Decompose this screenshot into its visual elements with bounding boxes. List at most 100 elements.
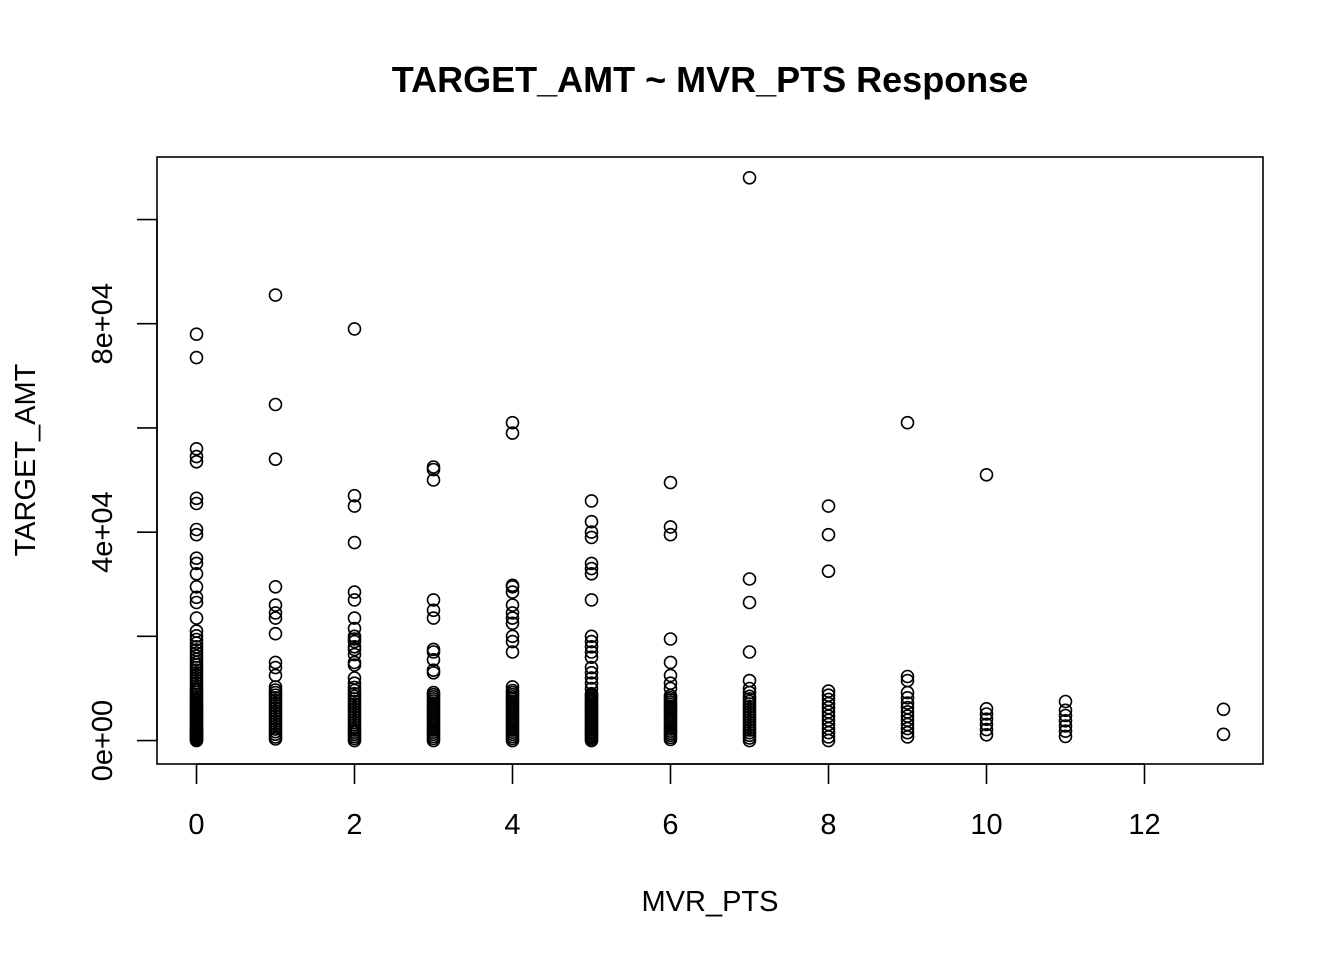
- data-point: [979, 467, 994, 482]
- data-point: [189, 522, 204, 537]
- data-point: [347, 629, 362, 644]
- data-point: [189, 454, 204, 469]
- data-point: [268, 655, 283, 670]
- plot-frame: [156, 156, 1264, 765]
- data-point: [426, 652, 441, 667]
- x-axis: 0 2 4 6 8 10 12: [188, 763, 1161, 841]
- data-point: [505, 680, 520, 694]
- data-point: [189, 639, 204, 654]
- x-tick-label: 0: [188, 809, 204, 841]
- data-point: [505, 634, 520, 649]
- x-tick-label: 8: [820, 809, 836, 841]
- data-point: [900, 700, 915, 715]
- data-point: [347, 676, 362, 691]
- data-point: [268, 611, 283, 625]
- data-point: [189, 496, 204, 511]
- data-point: [347, 671, 362, 685]
- data-point: [742, 681, 757, 696]
- data-point: [268, 626, 283, 641]
- data-point: [1058, 703, 1073, 718]
- data-point: [505, 683, 520, 698]
- data-point: [821, 499, 836, 513]
- data-point: [189, 441, 204, 456]
- data-point: [426, 473, 441, 487]
- data-point: [742, 689, 757, 704]
- data-point: [426, 685, 441, 700]
- data-point: [189, 579, 204, 594]
- data-point: [347, 322, 362, 336]
- data-point: [821, 564, 836, 579]
- data-point: [584, 671, 599, 685]
- data-point: [268, 598, 283, 612]
- data-point: [347, 488, 362, 503]
- chart-title: TARGET_AMT ~ MVR_PTS Response: [392, 59, 1028, 100]
- data-point: [347, 499, 362, 513]
- data-point: [505, 585, 520, 599]
- data-point: [584, 556, 599, 571]
- data-point: [821, 684, 836, 698]
- data-point: [584, 665, 599, 680]
- x-tick-label: 2: [346, 809, 362, 841]
- data-point: [663, 676, 678, 691]
- data-point: [189, 556, 204, 571]
- data-point: [189, 566, 204, 581]
- data-point: [663, 475, 678, 490]
- data-point: [821, 692, 836, 707]
- data-point: [347, 680, 362, 695]
- data-point: [663, 655, 678, 670]
- data-point: [426, 642, 441, 657]
- data-point: [505, 415, 520, 430]
- data-point: [347, 593, 362, 607]
- data-point: [505, 598, 520, 612]
- data-point: [189, 350, 204, 365]
- y-tick-label: 8e+04: [87, 283, 119, 364]
- data-point: [189, 327, 204, 342]
- data-point: [584, 494, 599, 508]
- x-tick-label: 6: [662, 809, 678, 841]
- data-point: [584, 514, 599, 529]
- data-point: [347, 655, 362, 670]
- data-point: [742, 595, 757, 610]
- data-point: [347, 585, 362, 599]
- data-point: [1058, 719, 1073, 733]
- data-point: [979, 707, 994, 721]
- data-point: [584, 686, 599, 701]
- data-point: [584, 676, 599, 691]
- data-point: [189, 632, 204, 647]
- y-axis: 0e+00 4e+04 8e+04: [87, 218, 158, 781]
- data-point: [584, 681, 599, 696]
- data-point: [584, 639, 599, 654]
- x-tick-label: 10: [970, 809, 1002, 841]
- data-point: [742, 572, 757, 586]
- data-point: [584, 561, 599, 576]
- data-point: [189, 611, 204, 625]
- data-point: [900, 690, 915, 705]
- y-tick-label: 4e+04: [87, 491, 119, 572]
- data-point: [1216, 727, 1231, 742]
- data-point: [189, 628, 204, 643]
- data-point: [268, 668, 283, 683]
- data-point: [347, 686, 362, 701]
- data-point: [584, 660, 599, 675]
- data-point: [900, 669, 915, 684]
- data-point: [742, 673, 757, 688]
- data-point: [347, 535, 362, 550]
- data-point: [742, 171, 757, 185]
- data-point: [584, 566, 599, 581]
- data-point: [426, 603, 441, 618]
- data-point: [1058, 708, 1073, 723]
- data-point: [347, 647, 362, 662]
- data-point: [821, 688, 836, 703]
- data-point: [505, 578, 520, 593]
- data-point: [347, 611, 362, 625]
- data-point: [1058, 713, 1073, 728]
- data-point: [268, 660, 283, 675]
- data-point: [821, 527, 836, 542]
- data-point: [505, 426, 520, 440]
- data-point: [268, 452, 283, 467]
- y-tick-label: 0e+00: [87, 700, 119, 781]
- data-point: [189, 551, 204, 566]
- data-point: [189, 527, 204, 542]
- data-point: [742, 645, 757, 659]
- data-point: [505, 645, 520, 659]
